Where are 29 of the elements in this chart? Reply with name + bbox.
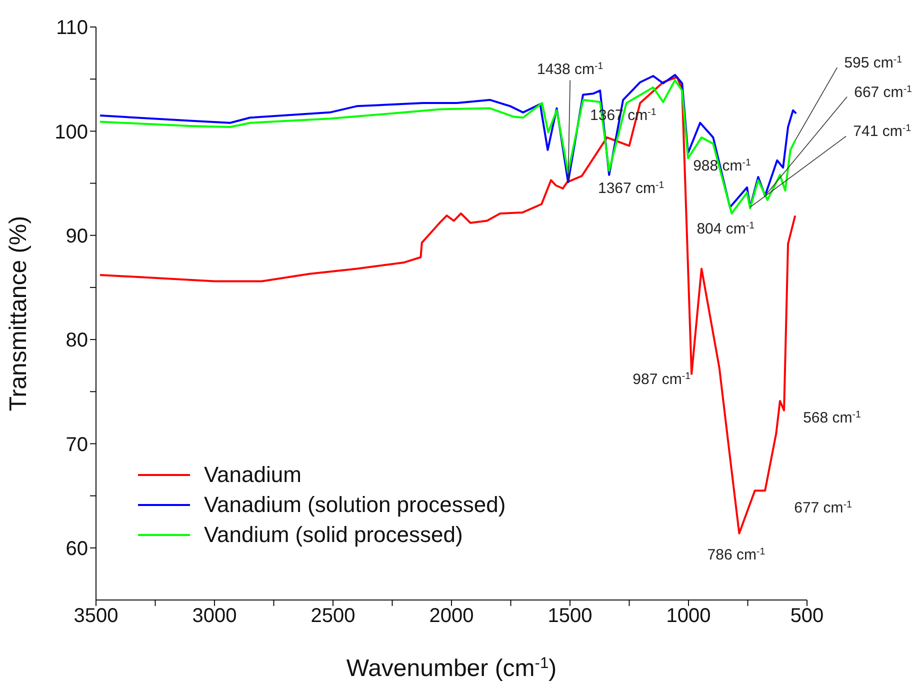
annotation: 677 cm$^{-1}$	[794, 499, 852, 517]
legend-label: Vandium (solid processed)	[204, 522, 463, 548]
annotation: 804 cm$^{-1}$	[696, 220, 755, 238]
annotation: 987 cm$^{-1}$	[632, 370, 691, 388]
annotation: 1367 cm$^{-1}$	[598, 179, 664, 197]
annotation: 568 cm$^{-1}$	[803, 408, 861, 426]
x-axis-title: Wavenumber (cm$^{-1}$)	[346, 654, 557, 682]
annotation: 1438 cm$^{-1}$	[536, 60, 604, 78]
y-tick-label: 80	[66, 330, 88, 352]
x-tick-label: 3500	[74, 605, 118, 628]
annotation: 786 cm$^{-1}$	[707, 546, 766, 564]
annotation: 988 cm$^{-1}$	[693, 156, 751, 174]
legend-label: Vanadium	[204, 462, 302, 488]
y-tick-label: 70	[66, 434, 88, 456]
y-tick-label: 100	[54, 121, 88, 144]
y-tick-label: 110	[56, 17, 88, 40]
y-tick-label: 90	[66, 225, 88, 248]
legend-label: Vanadium (solution processed)	[204, 492, 506, 518]
annotation: 667 cm$^{-1}$	[854, 83, 912, 101]
x-tick-label: 2000	[429, 605, 474, 628]
x-tick-label: 2500	[310, 605, 356, 628]
x-tick-label: 3000	[192, 605, 237, 628]
x-tick-label: 1000	[666, 605, 711, 628]
annotation: 595 cm$^{-1}$	[844, 54, 902, 72]
x-tick-label: 500	[790, 605, 824, 628]
annotation: 741 cm$^{-1}$	[853, 122, 912, 140]
y-axis-title: Transmittance (%)	[5, 216, 32, 412]
x-tick-label: 1500	[548, 605, 592, 628]
y-tick-label: 60	[66, 538, 88, 560]
